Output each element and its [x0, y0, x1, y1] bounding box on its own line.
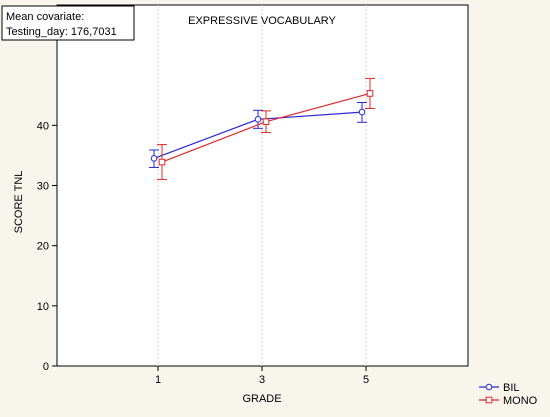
x-tick-label: 5 — [363, 374, 369, 386]
legend-marker — [485, 383, 493, 391]
x-tick-label: 1 — [155, 374, 161, 386]
data-point — [366, 90, 374, 97]
data-point — [254, 116, 262, 123]
data-point — [158, 158, 166, 166]
series-bil — [149, 101, 367, 168]
data-point — [150, 155, 158, 162]
legend-marker — [485, 396, 493, 404]
note-line-2: Testing_day: 176,7031 — [6, 26, 117, 38]
note-line-1: Mean covariate: — [6, 11, 84, 23]
x-axis-label: GRADE — [242, 393, 281, 405]
series-mono — [157, 77, 375, 180]
legend-label: BIL — [503, 382, 520, 394]
note-box-frame — [1, 5, 135, 41]
note-box: Mean covariate: Testing_day: 176,7031 — [1, 5, 135, 41]
chart-title: EXPRESSIVE VOCABULARY — [188, 15, 336, 27]
y-tick-label: 10 — [37, 301, 49, 313]
y-tick-label: 0 — [43, 361, 49, 373]
legend-item-bil: BIL — [479, 382, 520, 394]
x-tick-label: 3 — [259, 374, 265, 386]
y-axis-label: SCORE TNL — [13, 171, 25, 234]
y-tick-label: 30 — [37, 181, 49, 193]
data-point — [262, 118, 270, 126]
y-tick-label: 40 — [37, 120, 49, 132]
chart-axes: 0 10 20 30 40 1 3 5 — [37, 120, 369, 386]
y-tick-label: 20 — [37, 241, 49, 253]
legend-item-mono: MONO — [479, 395, 538, 407]
data-point — [358, 108, 366, 116]
x-grid-lines — [157, 5, 367, 366]
chart-marks — [149, 77, 375, 180]
legend-label: MONO — [503, 395, 538, 407]
